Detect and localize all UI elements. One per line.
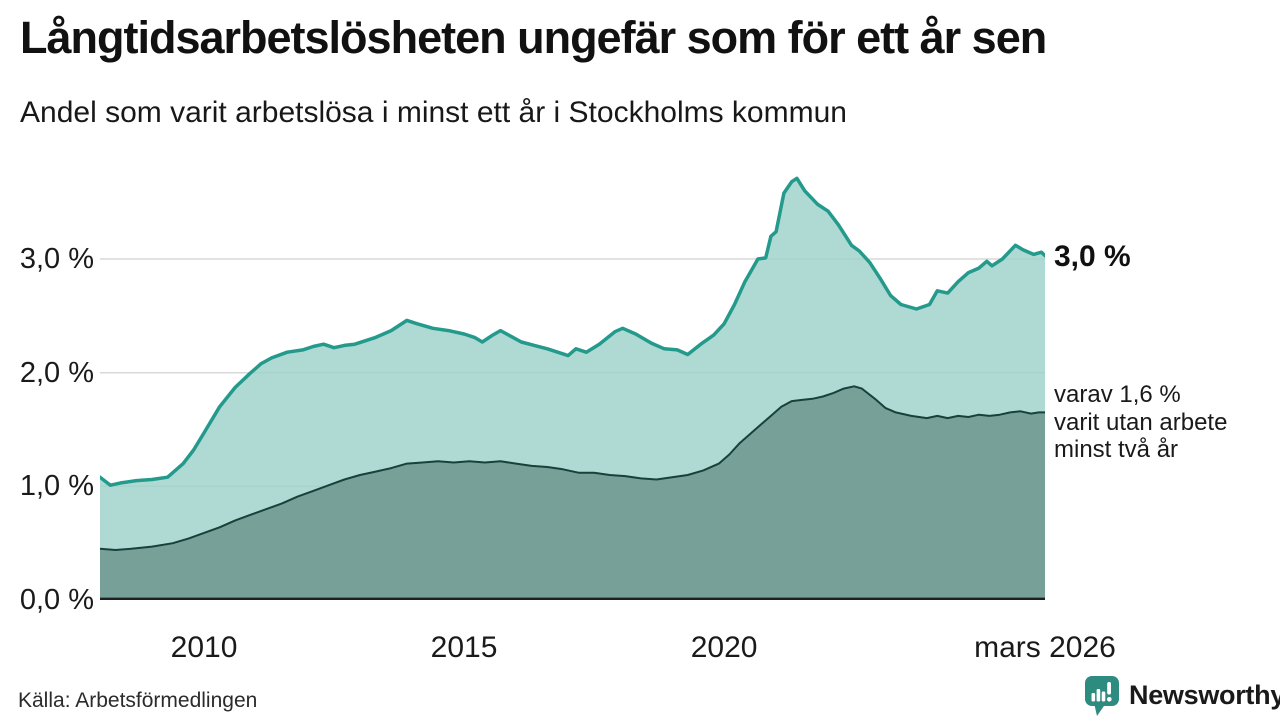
x-tick-label: 2020 xyxy=(690,631,758,664)
y-tick-label: 3,0 % xyxy=(19,242,94,275)
newsworthy-brand[interactable]: Newsworthy xyxy=(1084,675,1280,716)
brand-wordmark: Newsworthy xyxy=(1129,680,1280,710)
area-chart xyxy=(98,155,1047,601)
page-title: Långtidsarbetslösheten ungefär som för e… xyxy=(20,12,1047,63)
x-tick-label: 2015 xyxy=(430,631,498,664)
y-tick-label: 2,0 % xyxy=(19,356,94,389)
area-line-one-year xyxy=(98,176,1047,487)
chart-subtitle: Andel som varit arbetslösa i minst ett å… xyxy=(20,96,847,129)
newsworthy-logo-icon xyxy=(1085,676,1119,716)
y-tick-label: 0,0 % xyxy=(19,584,94,616)
annotation-line: varit utan arbete xyxy=(1054,408,1228,436)
area-chart-canvas xyxy=(98,176,1047,601)
annotation-line: minst två år xyxy=(1054,436,1179,463)
series-two-annotation: varav 1,6 % varit utan arbete minst två … xyxy=(1054,381,1227,464)
x-tick-label: 2010 xyxy=(170,631,238,664)
area-line-two-years xyxy=(99,385,1046,551)
x-tick-label: mars 2026 xyxy=(974,631,1116,664)
annotation-line: varav 1,6 % xyxy=(1054,381,1181,408)
y-tick-label: 1,0 % xyxy=(19,470,94,503)
series-end-value-label: 3,0 % xyxy=(1054,240,1131,273)
source-caption: Källa: Arbetsförmedlingen xyxy=(18,689,258,712)
area-fill-two-years xyxy=(100,386,1045,600)
